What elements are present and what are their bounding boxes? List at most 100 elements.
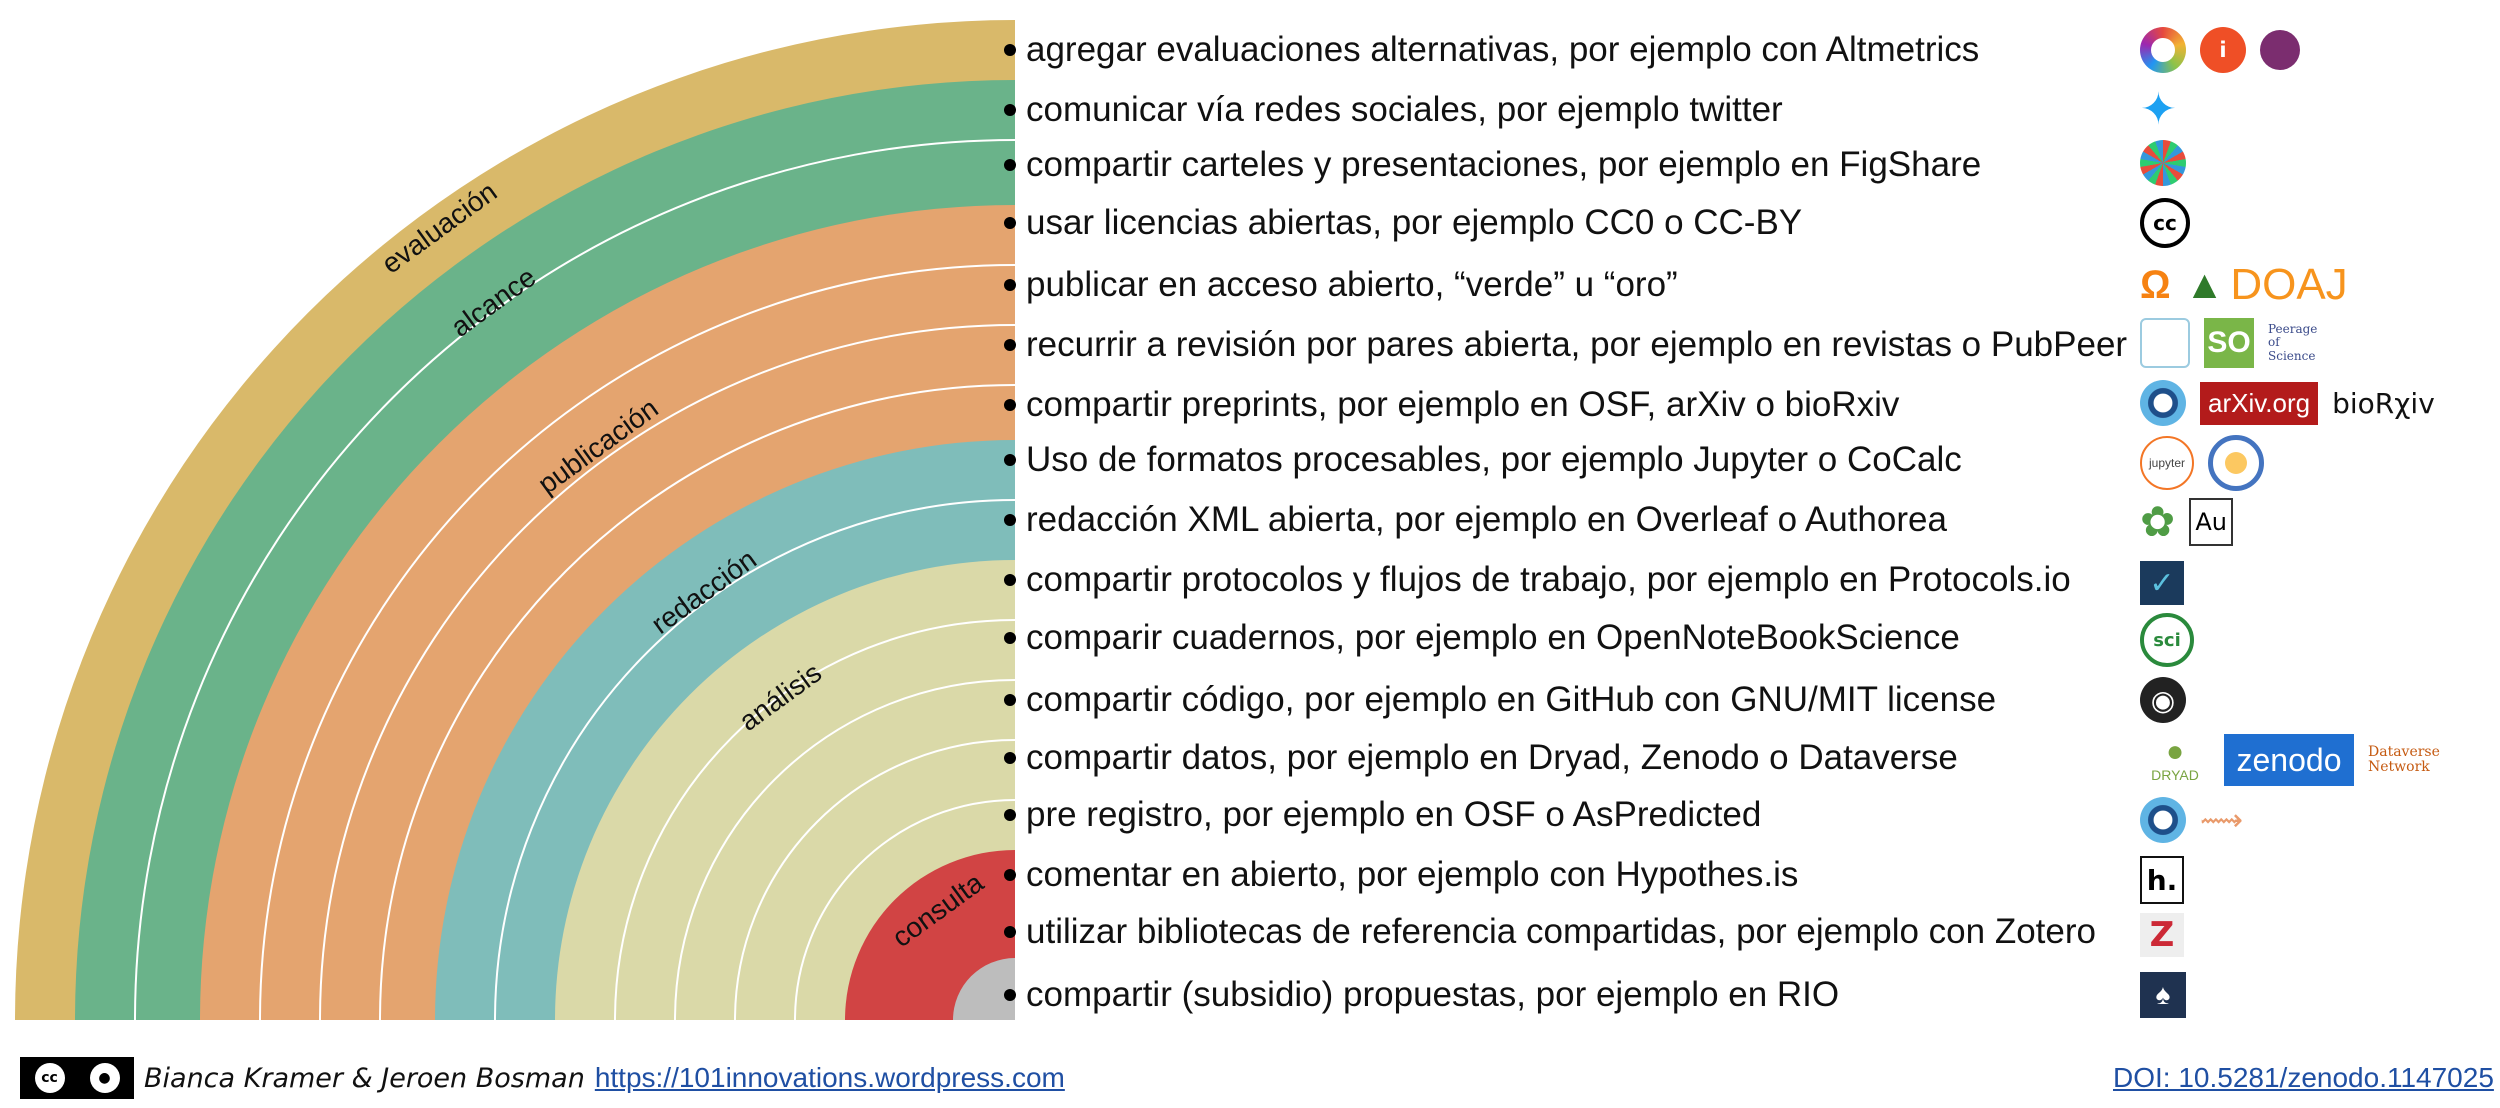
logo-row: ⟿	[2140, 790, 2243, 850]
logo-row: Ω ▲ DOAJ	[2140, 255, 2348, 315]
doaj-icon[interactable]: ▲ DOAJ	[2184, 260, 2348, 309]
bullet-dot	[1004, 104, 1016, 116]
bullet-dot	[1004, 279, 1016, 291]
divider-arc	[319, 324, 1016, 1021]
logo-row	[2140, 133, 2186, 193]
practice-item: compartir código, por ejemplo en GitHub …	[1004, 675, 1996, 725]
practice-text: compartir datos, por ejemplo en Dryad, Z…	[1026, 738, 1958, 777]
practice-text: comparir cuadernos, por ejemplo en OpenN…	[1026, 618, 1960, 657]
divider-arc	[794, 799, 1016, 1021]
practice-item: utilizar bibliotecas de referencia compa…	[1004, 907, 2096, 957]
open-access-icon[interactable]: Ω	[2140, 263, 2171, 307]
rio-icon[interactable]: ♠	[2140, 972, 2186, 1018]
practice-item: compartir preprints, por ejemplo en OSF,…	[1004, 380, 1899, 430]
authors: Bianca Kramer & Jeroen Bosman	[144, 1062, 585, 1094]
practice-item: compartir protocolos y flujos de trabajo…	[1004, 555, 2071, 605]
divider-arc	[379, 384, 1016, 1021]
practice-text: utilizar bibliotecas de referencia compa…	[1026, 912, 2096, 951]
aspredicted-icon[interactable]: ⟿	[2200, 803, 2244, 837]
practice-item: redacción XML abierta, por ejemplo en Ov…	[1004, 495, 1947, 545]
bullet-dot	[1004, 694, 1016, 706]
practice-text: compartir protocolos y flujos de trabajo…	[1026, 560, 2071, 599]
workflow-rings	[15, 20, 1015, 1020]
cc-by-icon: cc ●	[20, 1057, 134, 1099]
practice-text: publicar en acceso abierto, “verde” u “o…	[1026, 265, 1678, 304]
practice-text: compartir preprints, por ejemplo en OSF,…	[1026, 385, 1900, 424]
logo-row: Z	[2140, 905, 2184, 965]
footer-credit: cc ● Bianca Kramer & Jeroen Bosman https:…	[20, 1048, 1065, 1108]
logo-row: h.	[2140, 850, 2184, 910]
logo-row: ✓	[2140, 553, 2184, 613]
bullet-dot	[1004, 632, 1016, 644]
arxiv-icon[interactable]: arXiv.org	[2200, 381, 2319, 425]
protocols-io-icon[interactable]: ✓	[2140, 561, 2184, 605]
pubpeer-icon[interactable]	[2140, 318, 2190, 368]
creative-commons-icon[interactable]: cc	[2140, 198, 2190, 248]
website-link[interactable]: https://101innovations.wordpress.com	[594, 1062, 1065, 1093]
biorxiv-icon[interactable]: bioRχiv	[2332, 386, 2435, 420]
dryad-icon[interactable]: ● DRYAD	[2151, 735, 2199, 784]
osf-icon[interactable]	[2140, 797, 2186, 843]
logo-row: sci	[2140, 610, 2194, 670]
logo-row: arXiv.org bioRχiv	[2140, 373, 2435, 433]
practice-item: recurrir a revisión por pares abierta, p…	[1004, 320, 2127, 370]
practice-text: redacción XML abierta, por ejemplo en Ov…	[1026, 500, 1947, 539]
logo-row: ● DRYAD zenodo Dataverse Network	[2140, 730, 2458, 790]
divider-arc	[674, 679, 1016, 1021]
twitter-icon[interactable]: ✦	[2140, 85, 2177, 134]
practice-item: compartir datos, por ejemplo en Dryad, Z…	[1004, 733, 1958, 783]
practice-text: Uso de formatos procesables, por ejemplo…	[1026, 440, 1962, 479]
figshare-icon[interactable]	[2140, 140, 2186, 186]
practice-item: agregar evaluaciones alternativas, por e…	[1004, 25, 1979, 75]
logo-row: i	[2140, 20, 2300, 80]
zotero-icon[interactable]: Z	[2140, 913, 2184, 957]
divider-arc	[134, 139, 1016, 1021]
practice-text: usar licencias abiertas, por ejemplo CC0…	[1026, 203, 1803, 242]
logo-row: jupyter	[2140, 433, 2264, 493]
github-icon[interactable]: ◉	[2140, 677, 2186, 723]
practice-item: publicar en acceso abierto, “verde” u “o…	[1004, 260, 1678, 310]
practice-text: comunicar vía redes sociales, por ejempl…	[1026, 90, 1783, 129]
overleaf-icon[interactable]: ✿	[2140, 498, 2176, 545]
bullet-dot	[1004, 809, 1016, 821]
science-open-icon[interactable]: SO	[2204, 318, 2254, 368]
dataverse-icon[interactable]: Dataverse Network	[2368, 743, 2440, 775]
bullet-dot	[1004, 752, 1016, 764]
zenodo-icon[interactable]: zenodo	[2224, 734, 2354, 786]
plum-icon[interactable]	[2260, 30, 2300, 70]
divider-arc	[614, 619, 1016, 1021]
authorea-icon[interactable]: Au	[2189, 498, 2234, 546]
doi-link[interactable]: DOI: 10.5281/zenodo.1147025	[2113, 1062, 2494, 1093]
practice-item: usar licencias abiertas, por ejemplo CC0…	[1004, 198, 1802, 248]
practice-item: comunicar vía redes sociales, por ejempl…	[1004, 85, 1783, 135]
divider-arc	[734, 739, 1016, 1021]
bullet-dot	[1004, 339, 1016, 351]
altmetric-icon[interactable]	[2140, 27, 2186, 73]
research-workflow-fan: evaluaciónalcancepublicaciónredacciónaná…	[15, 20, 1016, 1021]
impactstory-icon[interactable]: i	[2200, 27, 2246, 73]
open-notebook-science-icon[interactable]: sci	[2140, 613, 2194, 667]
practice-text: pre registro, por ejemplo en OSF o AsPre…	[1026, 795, 1762, 834]
practice-item: Uso de formatos procesables, por ejemplo…	[1004, 435, 1962, 485]
practice-item: compartir carteles y presentaciones, por…	[1004, 140, 1981, 190]
bullet-dot	[1004, 159, 1016, 171]
osf-icon[interactable]	[2140, 380, 2186, 426]
bullet-dot	[1004, 44, 1016, 56]
jupyter-icon[interactable]: jupyter	[2140, 436, 2194, 490]
hypothesis-icon[interactable]: h.	[2140, 856, 2184, 904]
bullet-dot	[1004, 514, 1016, 526]
practice-text: compartir (subsidio) propuestas, por eje…	[1026, 975, 1840, 1014]
bullet-dot	[1004, 574, 1016, 586]
footer-doi: DOI: 10.5281/zenodo.1147025	[2113, 1048, 2494, 1108]
center-hole	[953, 958, 1015, 1020]
bullet-dot	[1004, 869, 1016, 881]
bullet-dot	[1004, 926, 1016, 938]
peerage-of-science-icon[interactable]: Peerage of Science	[2268, 322, 2318, 363]
logo-row: SO Peerage of Science	[2140, 313, 2328, 373]
ring-dividers	[134, 139, 1016, 1021]
bullet-dot	[1004, 454, 1016, 466]
bullet-dot	[1004, 989, 1016, 1001]
cocalc-icon[interactable]	[2208, 435, 2264, 491]
practice-item: comparir cuadernos, por ejemplo en OpenN…	[1004, 613, 1960, 663]
logo-row: cc	[2140, 193, 2190, 253]
